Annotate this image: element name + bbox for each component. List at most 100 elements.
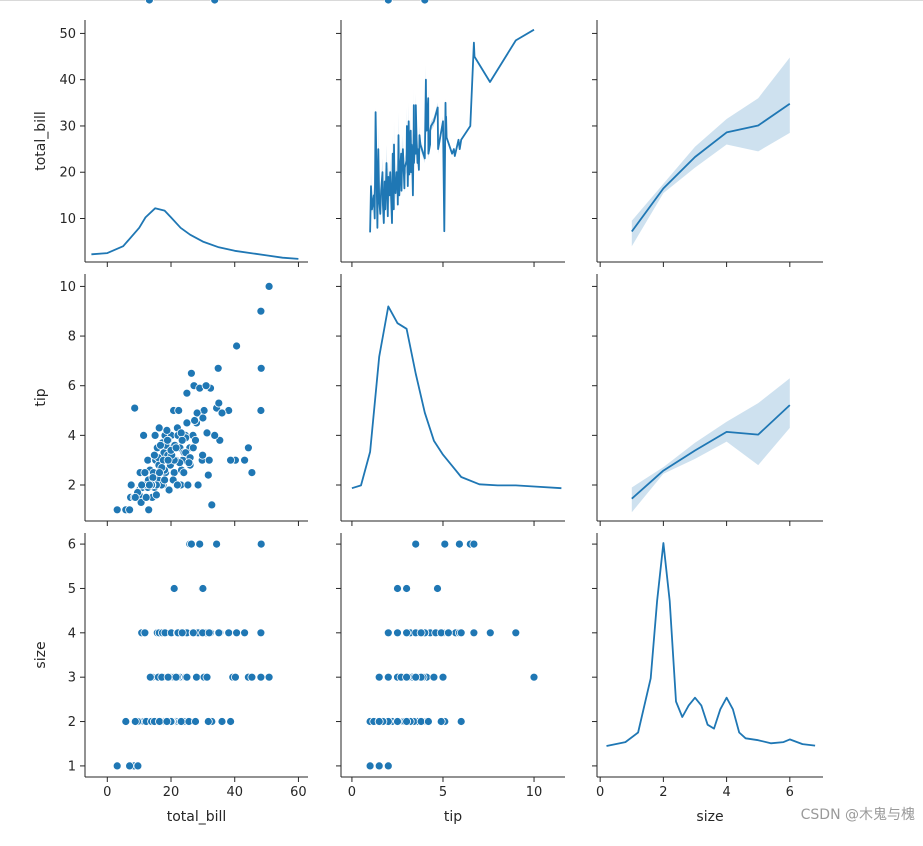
x-tick-label: 5 (439, 785, 447, 800)
scatter-point (240, 455, 250, 465)
scatter-point (203, 717, 213, 726)
scatter-point (174, 406, 184, 415)
scatter-point (202, 428, 212, 438)
scatter-point (186, 368, 196, 378)
scatter-point (163, 455, 173, 465)
y-tick-label: 20 (59, 166, 76, 181)
scatter-point (383, 0, 393, 5)
x-tick-label: 20 (163, 785, 180, 800)
scatter-point (204, 455, 214, 465)
scatter-point (374, 761, 384, 771)
x-tick-label: 60 (290, 785, 307, 800)
scatter-point (469, 539, 479, 549)
y-tick-label: 10 (59, 212, 76, 227)
scatter-point (365, 761, 375, 771)
y-tick-label: 10 (59, 280, 76, 295)
scatter-point (240, 628, 250, 638)
scatter-point (163, 435, 172, 445)
scatter-point (454, 539, 464, 549)
x-tick-label: 0 (103, 785, 111, 800)
scatter-point (162, 717, 172, 726)
scatter-point (169, 468, 179, 478)
scatter-point (186, 539, 196, 549)
scatter-point (383, 761, 393, 771)
scatter-point (176, 428, 186, 438)
scatter-point (210, 0, 220, 5)
scatter-point (256, 363, 266, 373)
x-tick-label: 4 (722, 785, 730, 800)
scatter-point (224, 628, 234, 638)
y-axis-label: total_bill (33, 111, 49, 171)
scatter-point (177, 628, 187, 638)
scatter-point (130, 717, 140, 726)
scatter-point (264, 672, 274, 682)
scatter-point (155, 468, 164, 478)
scatter-point (256, 539, 266, 549)
y-tick-label: 4 (68, 626, 76, 641)
scatter-point (133, 761, 143, 771)
scatter-point (155, 717, 164, 726)
scatter-point (416, 717, 426, 726)
scatter-point (112, 761, 122, 771)
scatter-point (149, 450, 159, 460)
scatter-point (243, 443, 253, 453)
x-tick-label: 0 (348, 785, 356, 800)
scatter-point (140, 628, 150, 638)
y-tick-label: 2 (68, 479, 76, 494)
y-tick-label: 8 (68, 330, 76, 345)
scatter-point (443, 628, 453, 638)
scatter-point (139, 430, 149, 440)
scatter-point (511, 628, 521, 638)
scatter-point (141, 492, 151, 502)
scatter-point (226, 717, 236, 726)
scatter-point (232, 341, 242, 351)
y-tick-label: 2 (68, 715, 76, 730)
scatter-point (202, 672, 212, 682)
scatter-point (393, 584, 402, 593)
scatter-point (383, 628, 393, 638)
scatter-point (469, 628, 479, 638)
y-tick-label: 1 (68, 759, 76, 774)
scatter-point (411, 672, 421, 682)
scatter-point (190, 416, 200, 425)
scatter-point (140, 468, 150, 478)
scatter-point (177, 435, 187, 445)
scatter-point (172, 480, 182, 490)
scatter-point (374, 717, 384, 726)
scatter-point (207, 500, 217, 510)
scatter-point (183, 480, 193, 490)
scatter-point (145, 672, 155, 682)
x-tick-label: 0 (596, 785, 604, 800)
scatter-point (192, 408, 202, 418)
y-tick-label: 40 (59, 73, 76, 88)
scatter-point (247, 468, 257, 478)
mean-line (631, 404, 791, 500)
scatter-point (429, 672, 439, 682)
mean-line (631, 103, 791, 233)
scatter-point (130, 403, 140, 413)
ci-band (631, 57, 790, 247)
scatter-point (195, 539, 205, 549)
scatter-point (402, 628, 412, 638)
scatter-point (433, 584, 442, 593)
scatter-point (456, 628, 466, 638)
scatter-point (144, 505, 154, 515)
scatter-point (456, 717, 466, 726)
scatter-point (374, 672, 384, 682)
scatter-point (529, 672, 539, 682)
scatter-point (182, 418, 192, 428)
scatter-point (402, 672, 412, 682)
scatter-point (171, 443, 181, 453)
scatter-point (169, 584, 179, 593)
scatter-point (420, 0, 430, 5)
x-tick-label: 2 (659, 785, 667, 800)
scatter-point (214, 628, 224, 638)
kde-line (91, 207, 299, 260)
scatter-point (182, 672, 192, 682)
y-tick-label: 3 (68, 671, 76, 686)
scatter-point (125, 761, 135, 771)
scatter-point (423, 717, 433, 726)
scatter-point (204, 628, 214, 638)
kde-line (606, 542, 816, 747)
